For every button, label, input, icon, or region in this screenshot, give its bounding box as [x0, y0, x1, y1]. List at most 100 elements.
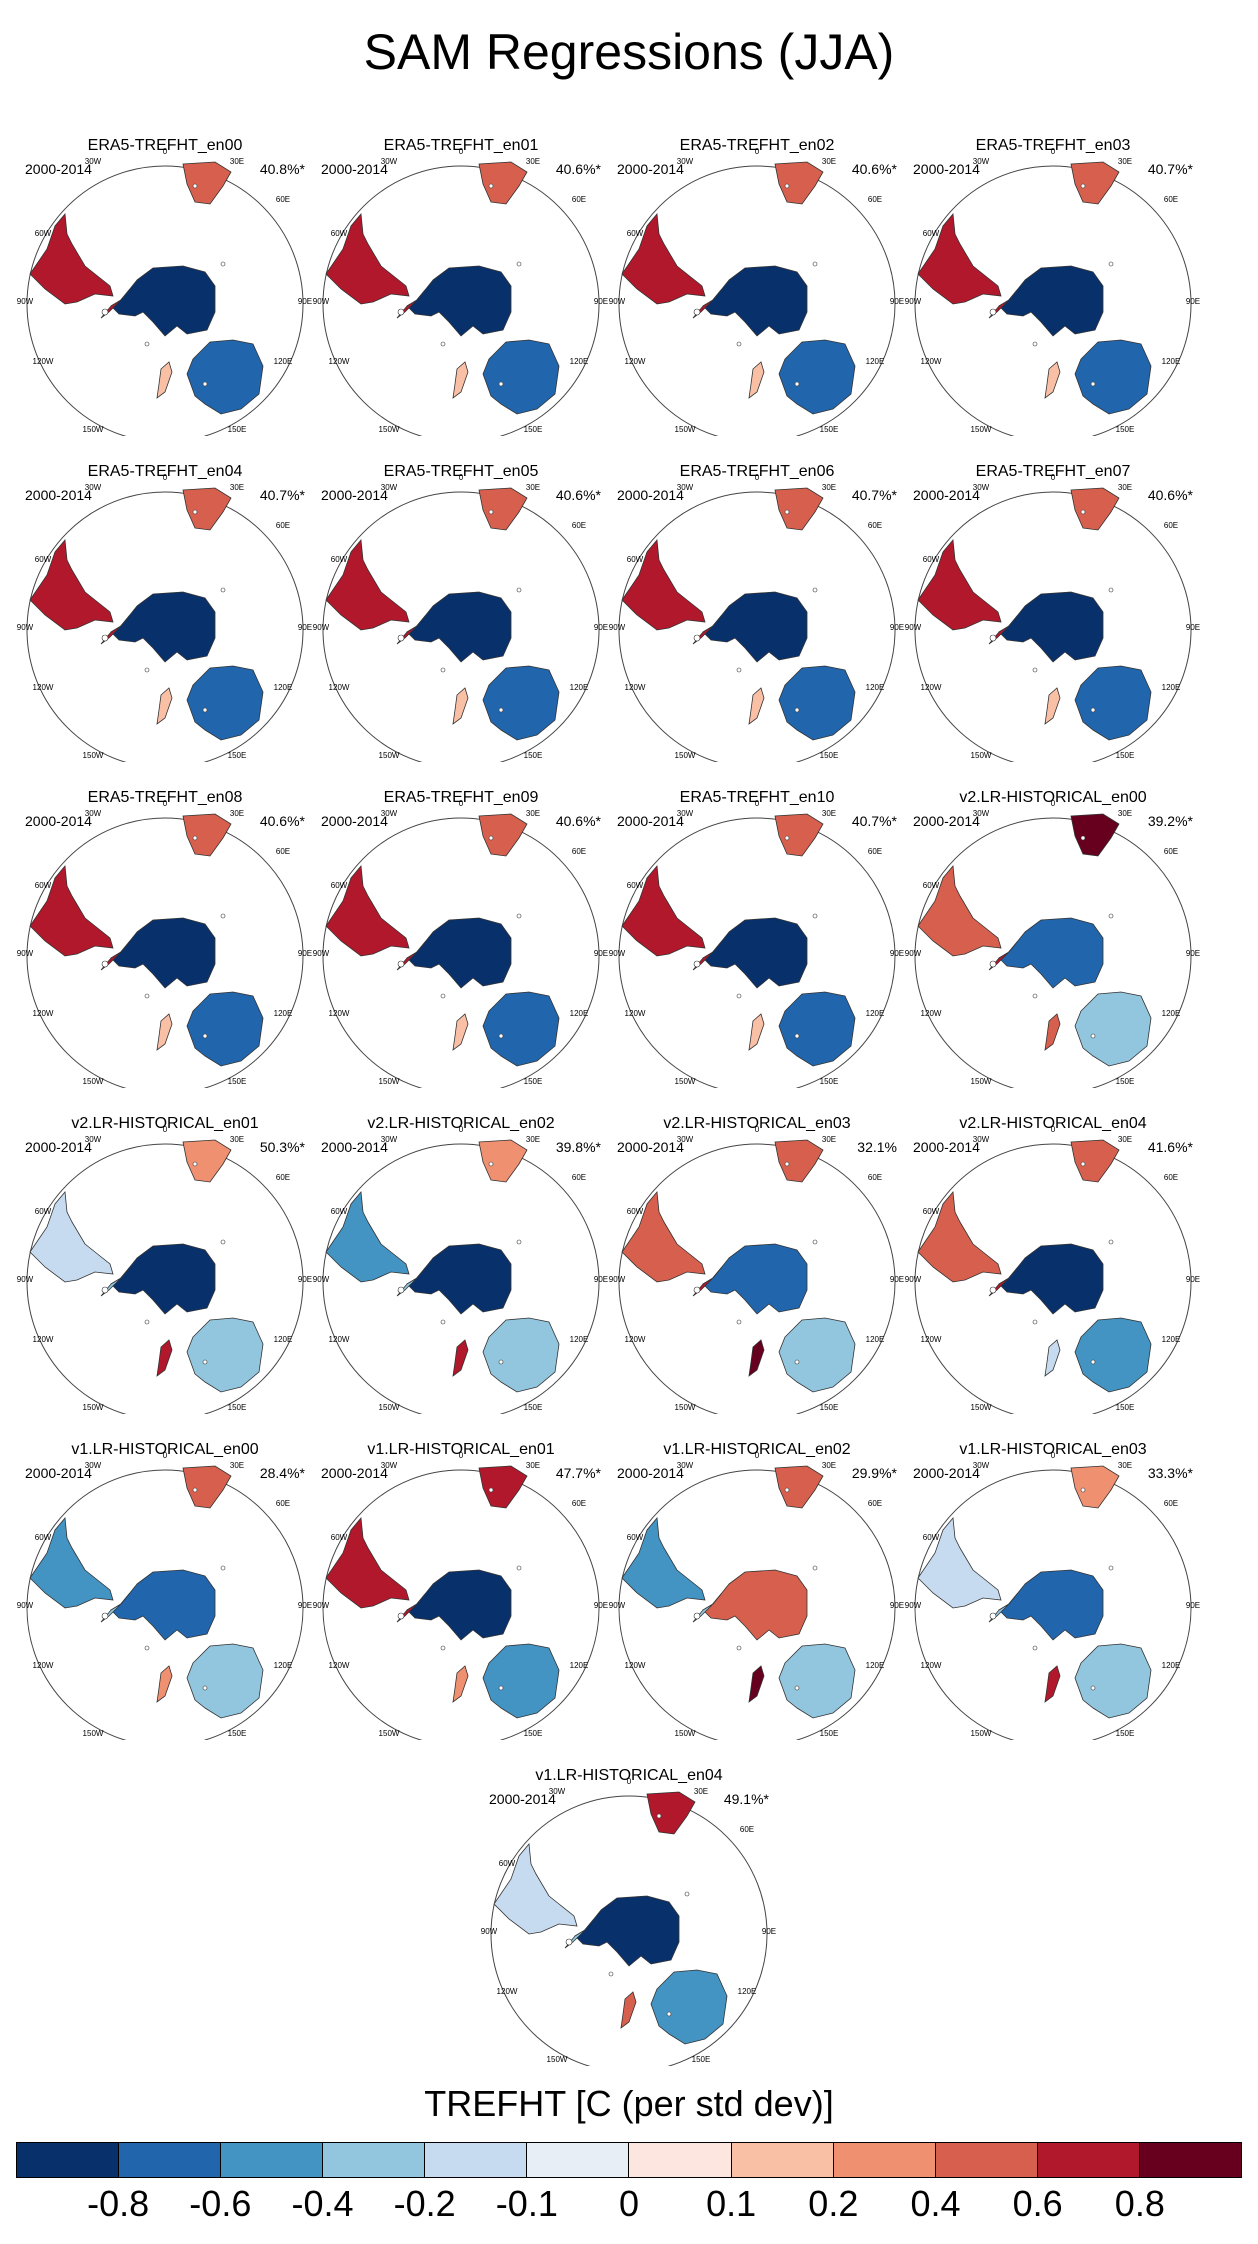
- longitude-label: 30W: [85, 1135, 102, 1144]
- region-australia: [778, 339, 856, 415]
- panel-variance-explained: 50.3%*: [259, 1139, 305, 1155]
- longitude-label: 60E: [572, 1173, 586, 1182]
- region-newzealand: [1044, 361, 1061, 399]
- longitude-label: 0: [163, 799, 168, 808]
- panel-title: v2.LR-HISTORICAL_en00: [959, 789, 1147, 806]
- colorbar: [16, 2142, 1242, 2178]
- region-safrica: [182, 487, 232, 531]
- longitude-label: 150W: [547, 2055, 568, 2064]
- island: [1032, 1319, 1038, 1325]
- longitude-label: 0: [459, 147, 464, 156]
- longitude-label: 120E: [570, 1661, 589, 1670]
- longitude-label: 90E: [1186, 1601, 1200, 1610]
- island: [220, 1565, 226, 1571]
- region-newzealand: [620, 1991, 637, 2029]
- region-newzealand: [748, 1665, 765, 1703]
- longitude-label: 30W: [973, 483, 990, 492]
- longitude-label: 90W: [905, 623, 922, 632]
- island: [608, 1971, 614, 1977]
- colorbar-cell: [731, 2143, 834, 2177]
- panel-variance-explained: 29.9%*: [851, 1465, 897, 1481]
- region-newzealand: [1044, 1013, 1061, 1051]
- panel-title: ERA5-TREFHT_en05: [383, 463, 539, 480]
- colorbar-tick-label: 0.2: [808, 2183, 859, 2224]
- region-samerica: [29, 1517, 114, 1609]
- longitude-label: 90W: [905, 297, 922, 306]
- longitude-label: 30W: [381, 1461, 398, 1470]
- region-newzealand: [748, 1339, 765, 1377]
- longitude-label: 90E: [298, 1275, 312, 1284]
- longitude-label: 150E: [820, 751, 839, 760]
- map-panel: 030E60E90E120E150E180150W120W90W60W30WER…: [903, 136, 1203, 436]
- region-australia: [186, 1643, 264, 1719]
- island: [397, 634, 405, 642]
- island: [144, 667, 150, 673]
- longitude-label: 150E: [524, 425, 543, 434]
- longitude-label: 150E: [228, 1403, 247, 1412]
- island: [397, 960, 405, 968]
- panel-title: v1.LR-HISTORICAL_en01: [367, 1441, 555, 1458]
- panel-variance-explained: 28.4%*: [259, 1465, 305, 1481]
- longitude-label: 90W: [17, 1275, 34, 1284]
- longitude-label: 60E: [868, 847, 882, 856]
- longitude-label: 90E: [1186, 1275, 1200, 1284]
- polar-map: 030E60E90E120E150E180150W120W90W60W30W: [17, 799, 312, 1088]
- island: [812, 587, 818, 593]
- longitude-label: 90E: [762, 1927, 776, 1936]
- island: [989, 308, 997, 316]
- region-australia: [1074, 1643, 1152, 1719]
- longitude-label: 90E: [298, 297, 312, 306]
- island: [498, 1359, 504, 1365]
- longitude-label: 120W: [625, 1009, 646, 1018]
- longitude-label: 90E: [890, 949, 904, 958]
- region-australia: [778, 665, 856, 741]
- region-samerica: [917, 865, 1002, 957]
- region-safrica: [478, 161, 528, 205]
- polar-map: 030E60E90E120E150E180150W120W90W60W30W: [313, 799, 608, 1088]
- longitude-label: 0: [163, 147, 168, 156]
- region-samerica: [621, 539, 706, 631]
- region-newzealand: [1044, 687, 1061, 725]
- longitude-label: 120W: [921, 1335, 942, 1344]
- panel-variance-explained: 41.6%*: [1147, 1139, 1193, 1155]
- longitude-label: 60E: [868, 521, 882, 530]
- map-panel: 030E60E90E120E150E180150W120W90W60W30WER…: [903, 462, 1203, 762]
- island: [488, 183, 494, 189]
- region-samerica: [917, 539, 1002, 631]
- island: [1090, 707, 1096, 713]
- longitude-label: 90W: [17, 297, 34, 306]
- region-newzealand: [748, 361, 765, 399]
- panel-period: 2000-2014: [617, 1139, 684, 1155]
- longitude-label: 120W: [329, 357, 350, 366]
- island: [192, 183, 198, 189]
- longitude-label: 120E: [274, 683, 293, 692]
- region-newzealand: [452, 361, 469, 399]
- panel-variance-explained: 40.6%*: [555, 487, 601, 503]
- island: [397, 1612, 405, 1620]
- island: [784, 835, 790, 841]
- panel-title: ERA5-TREFHT_en08: [87, 789, 243, 806]
- longitude-label: 150E: [228, 1729, 247, 1738]
- longitude-label: 60W: [499, 1859, 516, 1868]
- longitude-label: 0: [1051, 799, 1056, 808]
- longitude-label: 120W: [921, 1009, 942, 1018]
- longitude-label: 30W: [381, 157, 398, 166]
- region-safrica: [1070, 487, 1120, 531]
- region-samerica: [621, 865, 706, 957]
- polar-map: 030E60E90E120E150E180150W120W90W60W30W: [313, 1451, 608, 1740]
- island: [440, 667, 446, 673]
- longitude-label: 90W: [313, 623, 330, 632]
- longitude-label: 30E: [1118, 483, 1132, 492]
- panel-title: v2.LR-HISTORICAL_en01: [71, 1115, 259, 1132]
- longitude-label: 150E: [228, 425, 247, 434]
- panel-period: 2000-2014: [321, 813, 388, 829]
- map-panel: 030E60E90E120E150E180150W120W90W60W30WER…: [15, 788, 315, 1088]
- longitude-label: 150W: [675, 425, 696, 434]
- longitude-label: 150E: [228, 751, 247, 760]
- region-newzealand: [1044, 1339, 1061, 1377]
- longitude-label: 120E: [570, 1009, 589, 1018]
- island: [192, 509, 198, 515]
- longitude-label: 60E: [572, 521, 586, 530]
- longitude-label: 0: [459, 1125, 464, 1134]
- region-australia: [186, 1317, 264, 1393]
